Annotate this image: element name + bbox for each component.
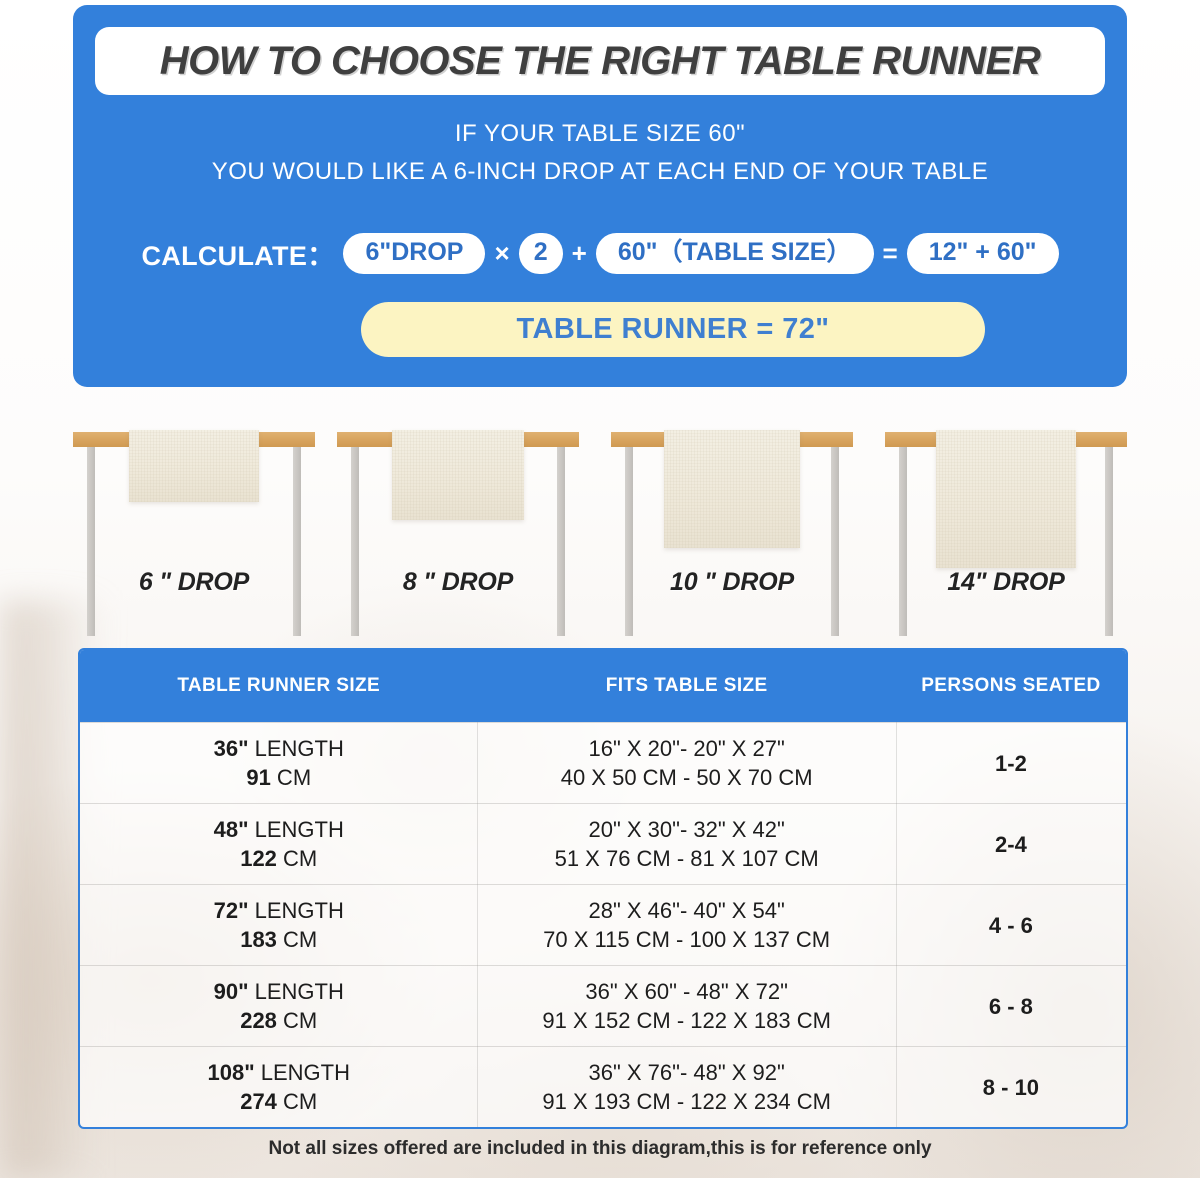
runner-size-cm: 274 (240, 1089, 277, 1114)
table-header-row: TABLE RUNNER SIZE FITS TABLE SIZE PERSON… (80, 650, 1126, 722)
runner-size-inches: 90" (213, 979, 249, 1004)
drop-label-14in: 14" DROP (947, 568, 1065, 596)
cell-runner-size: 36" LENGTH 91 CM (80, 734, 477, 792)
column-header-fits-table: FITS TABLE SIZE (605, 675, 768, 696)
subtitle-line-2: YOU WOULD LIKE A 6-INCH DROP AT EACH END… (211, 158, 989, 185)
column-header-runner-size: TABLE RUNNER SIZE (177, 675, 381, 696)
result-banner: TABLE RUNNER = 72" (361, 302, 985, 357)
title-box: HOW TO CHOOSE THE RIGHT TABLE RUNNER (95, 27, 1105, 95)
table-leg-left-icon (899, 446, 907, 636)
cell-persons-seated: 4 - 6 (988, 912, 1033, 938)
runner-size-cm: 228 (240, 1008, 277, 1033)
runner-size-inches: 108" (207, 1060, 255, 1085)
table-row: 90" LENGTH 228 CM 36" X 60" - 48" X 72" … (80, 965, 1126, 1046)
cell-persons-seated: 6 - 8 (988, 993, 1033, 1019)
table-leg-right-icon (557, 446, 565, 636)
runner-size-inches-unit: LENGTH (248, 898, 344, 923)
cell-fits-table-size: 36" X 60" - 48" X 72" 91 X 152 CM - 122 … (477, 977, 895, 1035)
table-size-pill: 60"（TABLE SIZE） (595, 233, 874, 274)
runner-size-cm-unit: CM (276, 1089, 318, 1114)
table-leg-left-icon (625, 446, 633, 636)
runner-size-inches: 48" (213, 817, 249, 842)
table-runner-icon (392, 430, 524, 520)
table-leg-left-icon (351, 446, 359, 636)
table-leg-right-icon (831, 446, 839, 636)
drop-cell-8in: 8 " DROP (337, 418, 579, 636)
runner-size-cm-unit: CM (276, 927, 318, 952)
table-runner-icon (664, 430, 800, 548)
cell-fits-table-size: 16" X 20"- 20" X 27" 40 X 50 CM - 50 X 7… (477, 734, 895, 792)
table-leg-right-icon (1105, 446, 1113, 636)
runner-size-cm: 122 (240, 846, 277, 871)
drop-cell-6in: 6 " DROP (73, 418, 315, 636)
multiplier-pill: 2 (518, 233, 563, 274)
fits-inches: 20" X 30"- 32" X 42" (588, 817, 785, 842)
fits-inches: 36" X 76"- 48" X 92" (588, 1060, 785, 1085)
fits-inches: 28" X 46"- 40" X 54" (588, 898, 785, 923)
cell-fits-table-size: 36" X 76"- 48" X 92" 91 X 193 CM - 122 X… (477, 1058, 895, 1116)
calculation-row: CALCULATE： 6"DROP × 2 + 60"（TABLE SIZE） … (73, 233, 1127, 274)
cell-persons-seated: 1-2 (995, 750, 1027, 776)
runner-size-inches-unit: LENGTH (254, 1060, 350, 1085)
table-body: 36" LENGTH 91 CM 16" X 20"- 20" X 27" 40… (80, 722, 1126, 1127)
column-divider-1 (477, 722, 479, 1127)
table-row: 108" LENGTH 274 CM 36" X 76"- 48" X 92" … (80, 1046, 1126, 1127)
page-title: HOW TO CHOOSE THE RIGHT TABLE RUNNER (159, 38, 1041, 83)
table-row: 72" LENGTH 183 CM 28" X 46"- 40" X 54" 7… (80, 884, 1126, 965)
drop-label-10in: 10 " DROP (670, 568, 794, 596)
table-leg-left-icon (87, 446, 95, 636)
result-pill: 12" + 60" (906, 233, 1059, 274)
table-row: 48" LENGTH 122 CM 20" X 30"- 32" X 42" 5… (80, 803, 1126, 884)
cell-runner-size: 90" LENGTH 228 CM (80, 977, 477, 1035)
fits-cm: 70 X 115 CM - 100 X 137 CM (543, 927, 831, 952)
fits-cm: 91 X 152 CM - 122 X 183 CM (542, 1008, 831, 1033)
multiply-operator: × (494, 237, 510, 268)
runner-size-inches: 72" (213, 898, 249, 923)
runner-size-inches-unit: LENGTH (248, 736, 344, 761)
cell-fits-table-size: 20" X 30"- 32" X 42" 51 X 76 CM - 81 X 1… (477, 815, 895, 873)
runner-size-inches-unit: LENGTH (248, 817, 344, 842)
drop-value-pill: 6"DROP (343, 233, 486, 274)
equals-operator: = (882, 237, 898, 268)
drop-cell-14in: 14" DROP (885, 418, 1127, 636)
runner-size-inches-unit: LENGTH (248, 979, 344, 1004)
fits-cm: 51 X 76 CM - 81 X 107 CM (554, 846, 819, 871)
drop-illustrations: 6 " DROP 8 " DROP 10 " DROP 14" DROP (73, 418, 1127, 636)
column-divider-2 (895, 722, 897, 1127)
table-runner-icon (936, 430, 1076, 568)
runner-size-cm: 91 (246, 765, 271, 790)
result-banner-text: TABLE RUNNER = 72" (516, 313, 830, 345)
table-runner-icon (129, 430, 259, 502)
header-panel: HOW TO CHOOSE THE RIGHT TABLE RUNNER IF … (73, 5, 1127, 387)
calculate-label: CALCULATE： (141, 240, 335, 271)
fits-cm: 40 X 50 CM - 50 X 70 CM (560, 765, 813, 790)
runner-size-inches: 36" (213, 736, 249, 761)
table-row: 36" LENGTH 91 CM 16" X 20"- 20" X 27" 40… (80, 722, 1126, 803)
fits-inches: 36" X 60" - 48" X 72" (585, 979, 788, 1004)
cell-runner-size: 72" LENGTH 183 CM (80, 896, 477, 954)
drop-cell-10in: 10 " DROP (611, 418, 853, 636)
runner-size-cm: 183 (240, 927, 277, 952)
drop-label-8in: 8 " DROP (402, 568, 514, 596)
drop-label-6in: 6 " DROP (138, 568, 250, 596)
cell-fits-table-size: 28" X 46"- 40" X 54" 70 X 115 CM - 100 X… (477, 896, 895, 954)
runner-size-cm-unit: CM (276, 1008, 318, 1033)
cell-persons-seated: 8 - 10 (982, 1074, 1040, 1100)
runner-size-cm-unit: CM (276, 846, 318, 871)
cell-runner-size: 108" LENGTH 274 CM (80, 1058, 477, 1116)
table-leg-right-icon (293, 446, 301, 636)
fits-inches: 16" X 20"- 20" X 27" (588, 736, 785, 761)
cell-runner-size: 48" LENGTH 122 CM (80, 815, 477, 873)
runner-size-cm-unit: CM (270, 765, 312, 790)
size-table: TABLE RUNNER SIZE FITS TABLE SIZE PERSON… (78, 648, 1128, 1129)
subtitle-line-1: IF YOUR TABLE SIZE 60" (454, 120, 746, 147)
fits-cm: 91 X 193 CM - 122 X 234 CM (542, 1089, 831, 1114)
column-header-persons: PERSONS SEATED (921, 675, 1101, 696)
footnote: Not all sizes offered are included in th… (268, 1138, 932, 1159)
subtitle-block: IF YOUR TABLE SIZE 60" YOU WOULD LIKE A … (73, 115, 1127, 191)
plus-operator: + (571, 237, 587, 268)
cell-persons-seated: 2-4 (995, 831, 1027, 857)
